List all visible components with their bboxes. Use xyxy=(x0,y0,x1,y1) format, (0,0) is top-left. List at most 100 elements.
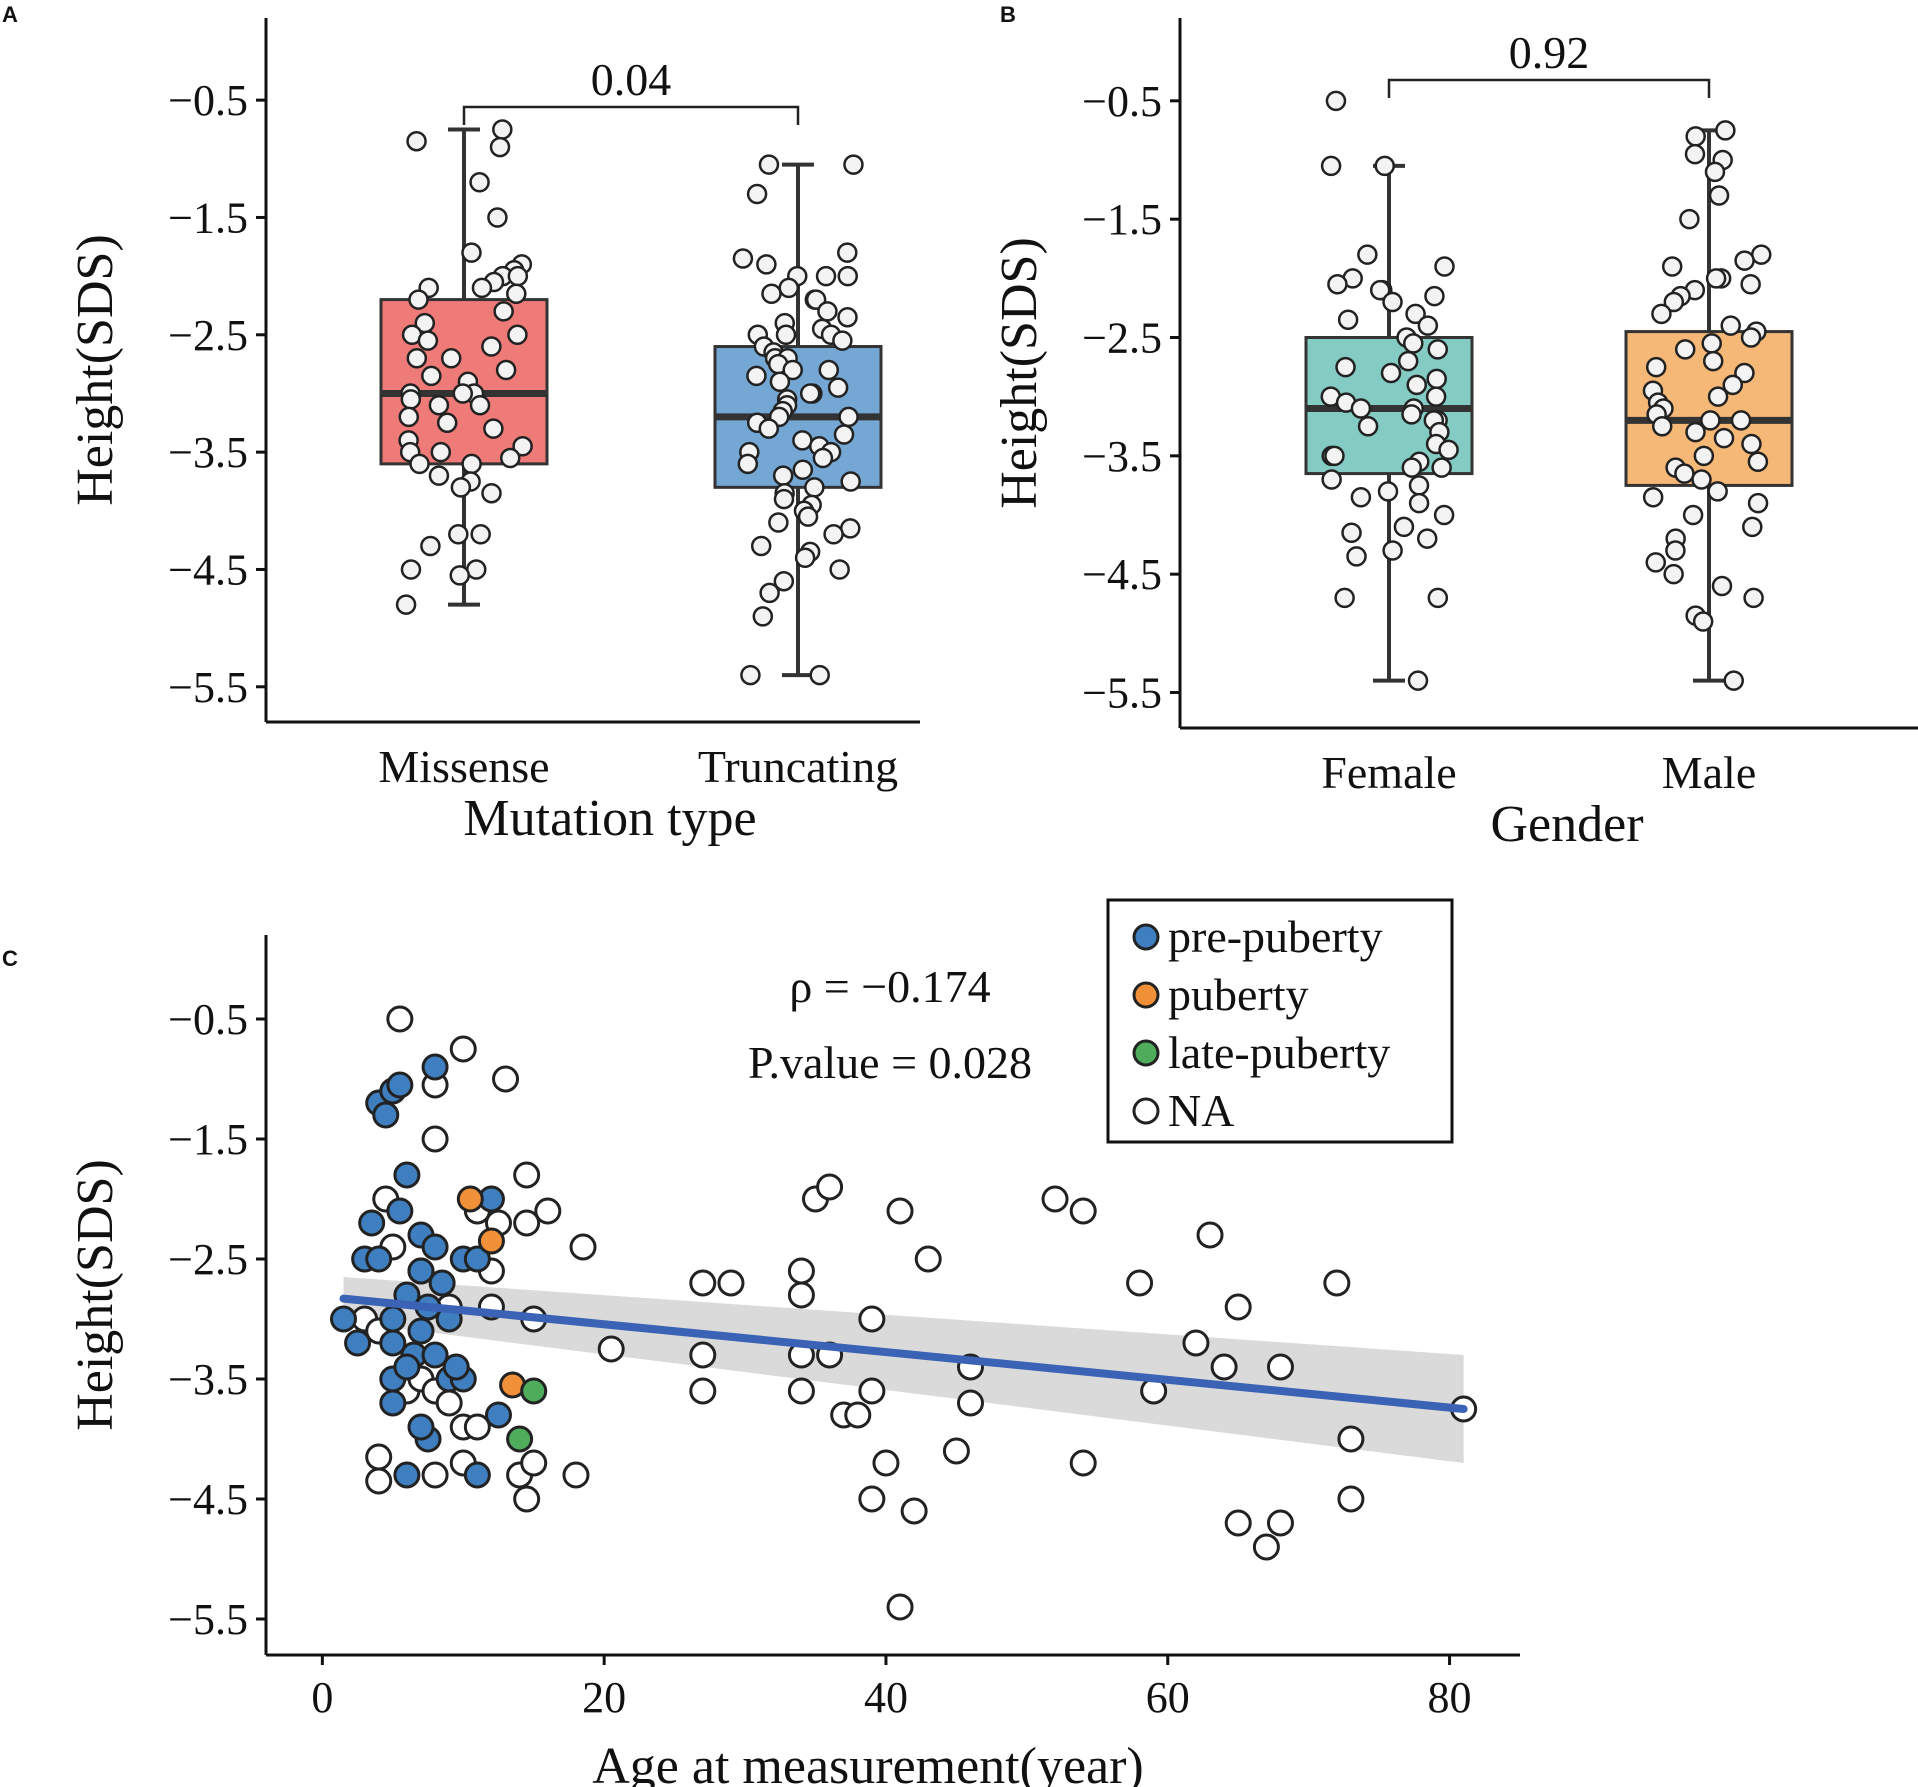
data-point-NA xyxy=(597,1335,625,1363)
panel-label-c: C xyxy=(2,946,18,971)
data-point xyxy=(797,506,819,527)
p-value-label: 0.04 xyxy=(591,54,672,105)
data-point xyxy=(1720,315,1741,336)
data-point xyxy=(436,412,458,434)
data-point xyxy=(1382,540,1403,561)
data-point-pre-puberty xyxy=(421,1233,449,1261)
data-point xyxy=(1374,155,1395,177)
data-point xyxy=(1708,185,1730,206)
data-point-pre-puberty xyxy=(379,1329,407,1357)
data-point xyxy=(1403,333,1424,354)
data-point xyxy=(1743,587,1764,609)
data-point-NA xyxy=(1069,1449,1097,1477)
data-point xyxy=(452,383,474,404)
data-point xyxy=(1663,291,1685,313)
data-point xyxy=(1427,339,1449,360)
data-point-NA xyxy=(534,1197,562,1225)
data-point-NA xyxy=(1337,1485,1365,1513)
data-point xyxy=(1722,374,1744,396)
data-point-NA xyxy=(1323,1269,1351,1297)
data-point-NA xyxy=(562,1461,590,1489)
y-tick-label: −1.5 xyxy=(168,193,248,242)
data-point xyxy=(812,447,834,469)
data-point xyxy=(1346,546,1367,567)
data-point xyxy=(448,524,469,545)
correlation-label: ρ = −0.174 xyxy=(789,961,990,1012)
data-point xyxy=(1382,291,1403,313)
data-point xyxy=(758,418,780,439)
data-point-NA xyxy=(942,1437,970,1465)
data-point xyxy=(395,594,417,615)
data-point-pre-puberty xyxy=(407,1413,435,1441)
data-point xyxy=(761,283,782,304)
panel-label-b: B xyxy=(1000,2,1016,27)
x-tick-label: 0 xyxy=(311,1673,333,1722)
data-point-NA xyxy=(886,1593,914,1621)
x-tick-label: 40 xyxy=(864,1673,908,1722)
x-axis-title: Mutation type xyxy=(463,790,756,847)
data-point xyxy=(1434,256,1455,277)
data-point xyxy=(792,430,813,451)
data-point xyxy=(794,547,816,568)
data-point xyxy=(461,242,482,263)
data-point xyxy=(1734,362,1755,384)
data-point xyxy=(746,365,767,387)
data-point xyxy=(471,277,493,299)
data-point-NA xyxy=(421,1125,449,1153)
x-category-label: Female xyxy=(1321,747,1456,798)
data-point xyxy=(406,130,427,152)
data-point-NA xyxy=(1224,1509,1252,1537)
y-tick-label: −0.5 xyxy=(168,76,248,125)
data-point xyxy=(843,154,864,175)
data-point xyxy=(1433,504,1455,526)
data-point-pre-puberty xyxy=(484,1401,512,1429)
data-point xyxy=(768,512,789,533)
data-point xyxy=(1350,487,1372,508)
y-tick-label: −3.5 xyxy=(168,428,248,477)
data-point xyxy=(1320,155,1342,177)
data-point xyxy=(449,565,470,586)
y-tick-label: −1.5 xyxy=(168,1115,248,1164)
y-axis-title: Height(SDS) xyxy=(67,234,124,506)
data-point xyxy=(740,664,761,686)
y-tick-label: −3.5 xyxy=(1082,432,1162,481)
data-point xyxy=(1715,120,1736,141)
data-point-NA xyxy=(1252,1533,1280,1561)
data-point xyxy=(837,306,858,328)
legend-marker-puberty xyxy=(1132,981,1160,1009)
data-point xyxy=(1740,327,1762,348)
data-point xyxy=(493,301,514,322)
y-tick-label: −1.5 xyxy=(1082,195,1162,244)
data-point xyxy=(507,265,529,287)
data-point xyxy=(1702,350,1724,372)
data-point xyxy=(799,383,821,404)
data-point xyxy=(495,359,517,381)
data-point xyxy=(428,465,450,486)
data-point-NA xyxy=(787,1377,815,1405)
data-point xyxy=(840,518,861,539)
data-point xyxy=(1723,670,1744,691)
data-point xyxy=(827,377,849,398)
data-point xyxy=(1350,398,1372,419)
legend-label: late-puberty xyxy=(1168,1027,1390,1078)
data-point-pre-puberty xyxy=(379,1389,407,1417)
data-point xyxy=(809,664,830,686)
data-point-pre-puberty xyxy=(463,1461,491,1489)
data-point xyxy=(1665,540,1686,561)
data-point-NA xyxy=(513,1485,541,1513)
data-point-NA xyxy=(492,1065,520,1093)
data-point xyxy=(1674,463,1695,484)
data-point-NA xyxy=(513,1161,541,1189)
x-category-label: Missense xyxy=(378,741,549,792)
data-point xyxy=(487,207,508,228)
data-point-pre-puberty xyxy=(463,1245,491,1273)
data-point xyxy=(1321,469,1342,490)
data-point xyxy=(1397,350,1419,372)
data-point xyxy=(398,406,420,428)
data-point xyxy=(1645,552,1667,573)
data-point xyxy=(440,348,462,369)
data-point xyxy=(1747,492,1769,514)
data-point-pre-puberty xyxy=(421,1341,449,1369)
legend-label: pre-puberty xyxy=(1168,911,1383,962)
legend-marker-late-puberty xyxy=(1132,1039,1160,1067)
